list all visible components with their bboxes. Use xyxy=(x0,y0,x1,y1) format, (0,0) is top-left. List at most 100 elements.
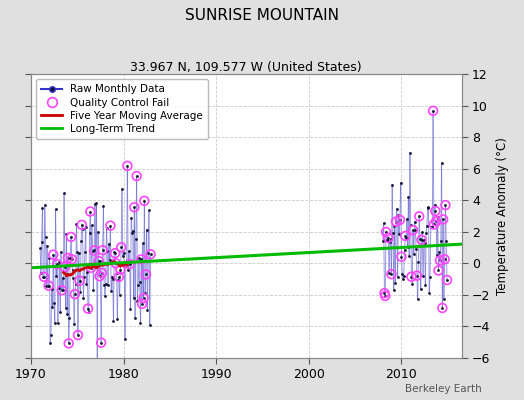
Point xyxy=(40,202,49,208)
Point xyxy=(99,247,107,253)
Point xyxy=(427,224,435,230)
Point xyxy=(132,236,140,242)
Point xyxy=(61,305,70,311)
Point xyxy=(78,222,86,228)
Point xyxy=(102,225,111,231)
Point xyxy=(95,273,104,279)
Point xyxy=(113,316,122,322)
Point xyxy=(133,298,141,304)
Point xyxy=(82,224,90,230)
Point xyxy=(428,224,436,230)
Point xyxy=(53,320,62,326)
Point xyxy=(69,274,78,281)
Point xyxy=(81,249,89,255)
Point xyxy=(401,233,409,239)
Point xyxy=(103,248,112,254)
Point xyxy=(388,182,396,188)
Point xyxy=(139,295,148,301)
Point xyxy=(133,173,141,179)
Point xyxy=(410,251,418,258)
Point xyxy=(71,281,80,287)
Point xyxy=(57,249,65,255)
Point xyxy=(385,270,394,276)
Point xyxy=(72,221,81,227)
Point xyxy=(38,239,46,245)
Point xyxy=(58,287,66,294)
Point xyxy=(422,230,430,236)
Point xyxy=(395,231,403,237)
Point xyxy=(138,301,146,307)
Point xyxy=(85,230,94,236)
Point xyxy=(401,233,409,239)
Point xyxy=(139,240,147,246)
Point xyxy=(40,274,48,280)
Title: 33.967 N, 109.577 W (United States): 33.967 N, 109.577 W (United States) xyxy=(130,61,362,74)
Point xyxy=(118,186,126,192)
Point xyxy=(380,290,389,296)
Point xyxy=(111,250,119,256)
Point xyxy=(43,243,51,249)
Point xyxy=(90,247,99,254)
Point xyxy=(104,282,112,288)
Point xyxy=(397,179,405,186)
Point xyxy=(405,253,413,260)
Point xyxy=(73,249,81,255)
Point xyxy=(63,311,71,318)
Point xyxy=(392,218,400,225)
Point xyxy=(420,237,428,243)
Point xyxy=(95,258,103,264)
Point xyxy=(68,256,76,262)
Point xyxy=(432,218,440,225)
Point xyxy=(387,271,396,277)
Point xyxy=(417,236,425,243)
Point xyxy=(421,282,430,288)
Point xyxy=(77,238,85,244)
Point xyxy=(93,364,102,371)
Point xyxy=(50,300,58,306)
Point xyxy=(106,222,115,229)
Point xyxy=(107,288,115,295)
Point xyxy=(430,221,438,228)
Point xyxy=(49,252,58,258)
Point xyxy=(41,234,50,240)
Point xyxy=(36,245,45,252)
Point xyxy=(126,261,134,267)
Point xyxy=(141,290,149,296)
Point xyxy=(110,318,118,324)
Point xyxy=(417,236,425,243)
Point xyxy=(415,213,423,220)
Point xyxy=(88,222,96,228)
Point xyxy=(382,229,390,235)
Point xyxy=(130,204,138,210)
Point xyxy=(441,256,449,262)
Point xyxy=(420,240,429,246)
Point xyxy=(100,281,108,288)
Point xyxy=(390,223,399,230)
Point xyxy=(86,208,94,215)
Point xyxy=(68,267,77,274)
Point xyxy=(379,238,387,245)
Point xyxy=(115,274,123,280)
Point xyxy=(68,256,76,262)
Point xyxy=(112,260,120,266)
Point xyxy=(126,306,135,312)
Point xyxy=(433,252,441,258)
Point xyxy=(439,216,447,222)
Point xyxy=(128,230,136,236)
Point xyxy=(126,261,134,267)
Point xyxy=(45,282,53,289)
Point xyxy=(131,314,139,321)
Point xyxy=(409,227,417,233)
Point xyxy=(117,244,125,250)
Point xyxy=(434,267,443,274)
Point xyxy=(400,247,409,254)
Point xyxy=(108,274,116,280)
Point xyxy=(48,304,57,310)
Y-axis label: Temperature Anomaly (°C): Temperature Anomaly (°C) xyxy=(496,137,509,295)
Point xyxy=(407,222,415,228)
Point xyxy=(99,203,107,209)
Point xyxy=(403,244,412,250)
Point xyxy=(384,238,392,244)
Point xyxy=(133,173,141,179)
Point xyxy=(414,258,423,265)
